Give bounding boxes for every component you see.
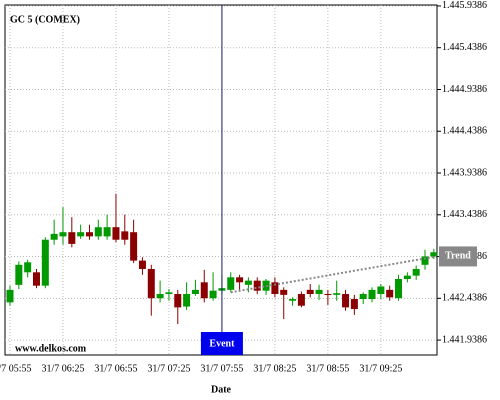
candle-body xyxy=(227,277,235,290)
candle-body xyxy=(377,286,385,295)
candle-body xyxy=(191,289,199,295)
candle-body xyxy=(147,268,155,299)
candle-body xyxy=(324,294,332,296)
y-tick-label: 1.444.4386 xyxy=(442,126,487,137)
candle-body xyxy=(41,239,49,286)
candle-body xyxy=(386,289,394,298)
candle-body xyxy=(412,268,420,276)
candle-body xyxy=(85,232,93,237)
x-tick-label: 31/7 08:25 xyxy=(253,363,296,374)
candle-body xyxy=(138,260,146,269)
x-tick-label: 31/7 07:55 xyxy=(200,363,243,374)
candle-body xyxy=(103,227,111,237)
y-tick-label: 1.443.9386 xyxy=(442,167,487,178)
candle-body xyxy=(244,280,252,285)
candle-body xyxy=(333,293,341,295)
candle-body xyxy=(421,256,429,265)
candle-body xyxy=(359,294,367,300)
candle-body xyxy=(342,294,350,308)
candle-body xyxy=(200,282,208,299)
candle-body xyxy=(271,282,279,295)
trend-label: Trend xyxy=(445,251,471,262)
candle-body xyxy=(315,289,323,295)
plot-area xyxy=(4,4,438,356)
candle-body xyxy=(350,299,358,310)
y-tick-label: 1.444.9386 xyxy=(442,84,487,95)
candle-body xyxy=(395,278,403,299)
candle-body xyxy=(112,227,120,240)
candle-body xyxy=(94,227,102,237)
candle-body xyxy=(289,299,297,301)
candle-body xyxy=(280,289,288,295)
candle-body xyxy=(403,275,411,279)
candle-body xyxy=(262,280,270,291)
candle-body xyxy=(368,289,376,300)
candle-body xyxy=(32,272,40,286)
trend-box xyxy=(439,246,477,267)
y-tick-label: 1.445.9386 xyxy=(442,0,487,11)
x-tick-label: 31/7 06:55 xyxy=(94,363,137,374)
x-tick-label: 31/7 09:25 xyxy=(359,363,402,374)
event-label: Event xyxy=(209,338,235,349)
trend-line xyxy=(230,255,437,294)
x-axis-label: Date xyxy=(211,384,232,395)
candle-body xyxy=(236,277,244,283)
x-tick-label: 31/7 05:55 xyxy=(0,363,32,374)
candle-body xyxy=(50,233,58,240)
candle-body xyxy=(183,294,191,307)
candle-body xyxy=(59,232,67,237)
candle-body xyxy=(77,232,85,237)
y-tick-label: 1.445.4386 xyxy=(442,42,487,53)
y-tick-label: 1.442.4386 xyxy=(442,293,487,304)
y-tick-label: 1.443.4386 xyxy=(442,209,487,220)
candle-body xyxy=(430,252,438,257)
candle-body xyxy=(15,264,23,285)
candle-body xyxy=(130,232,138,261)
candle-body xyxy=(121,231,129,240)
candle-body xyxy=(297,294,305,306)
x-tick-label: 31/7 06:25 xyxy=(41,363,84,374)
watermark: www.delkos.com xyxy=(15,343,87,354)
x-tick-label: 31/7 08:55 xyxy=(306,363,349,374)
x-tick-label: 31/7 07:25 xyxy=(147,363,190,374)
candle-body xyxy=(156,294,164,299)
y-tick-label: 1.441.9386 xyxy=(442,334,487,345)
candle-body xyxy=(253,280,261,291)
candle-body xyxy=(68,232,76,244)
candle-body xyxy=(209,290,217,299)
chart-title: GC 5 (COMEX) xyxy=(10,14,80,25)
candle-body xyxy=(174,294,182,308)
candle-body xyxy=(165,292,173,295)
candle-body xyxy=(306,289,314,295)
candle-body xyxy=(6,289,14,303)
event-box xyxy=(200,332,243,355)
candle-body xyxy=(24,262,32,273)
